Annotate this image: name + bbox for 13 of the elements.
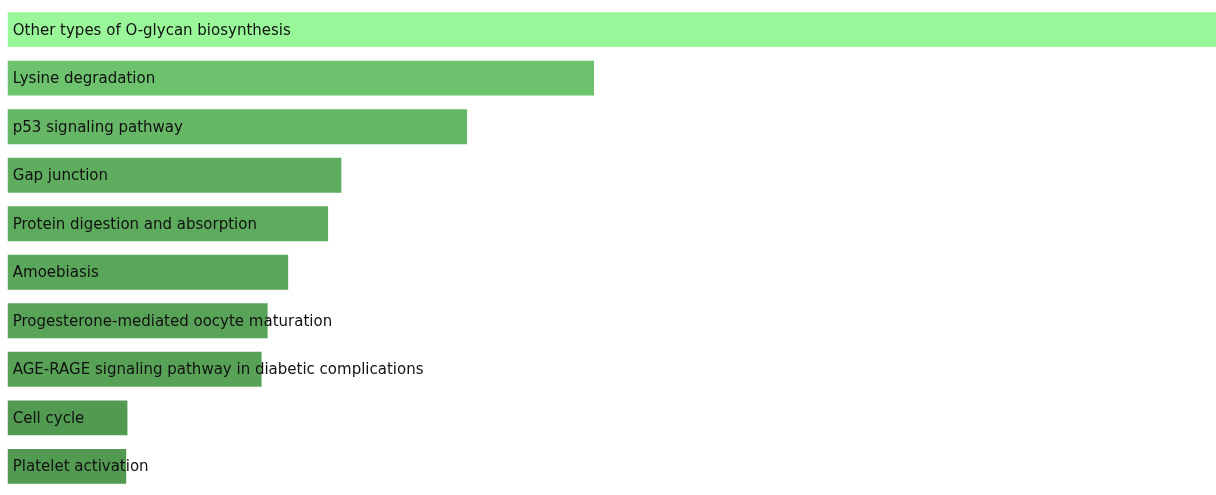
bar (7, 254, 289, 290)
bar (7, 400, 128, 436)
bar (7, 12, 1216, 48)
bar (7, 109, 468, 145)
bar (7, 157, 342, 193)
y-tick-label: p53 signaling pathway (12, 117, 184, 136)
y-tick-label: Amoebiasis (12, 263, 99, 282)
y-tick-label: Protein digestion and absorption (12, 214, 257, 233)
y-tick-label: Cell cycle (12, 408, 85, 427)
y-tick-label: Lysine degradation (12, 69, 156, 88)
y-tick-label: Gap junction (12, 166, 109, 185)
y-tick-label: Other types of O-glycan biosynthesis (12, 20, 292, 39)
bar (7, 60, 594, 96)
